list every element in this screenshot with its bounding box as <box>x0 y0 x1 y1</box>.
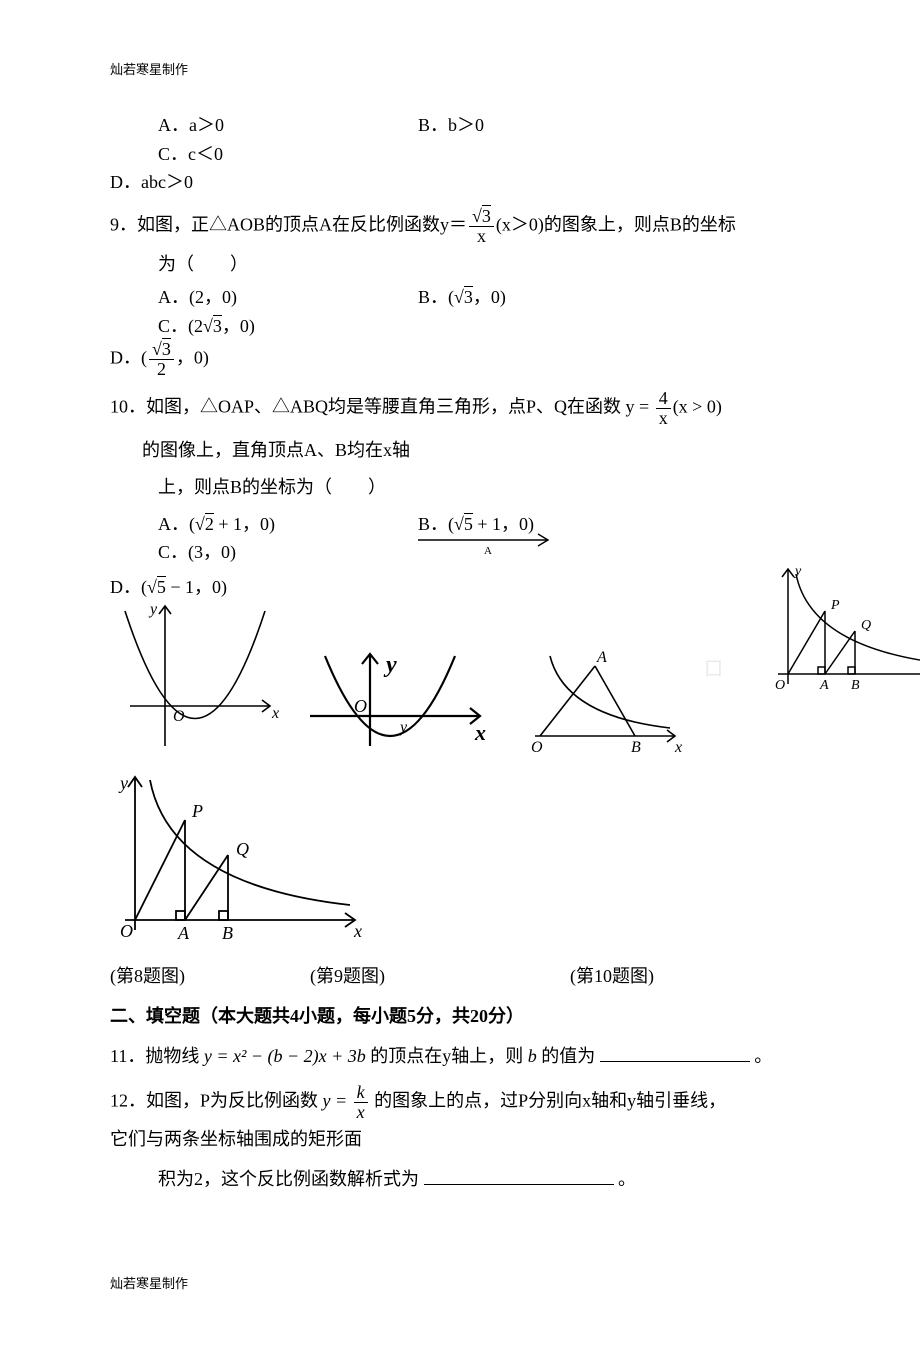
q10-choice-c: C．(3，0) <box>158 538 318 567</box>
svg-text:O: O <box>531 739 543 756</box>
svg-text:x: x <box>674 739 682 756</box>
arrow-icon: A <box>418 532 558 556</box>
svg-text:x: x <box>271 705 279 722</box>
svg-text:B: B <box>222 923 233 943</box>
q10-choice-a: A．(√2 + 1，0) <box>158 510 418 539</box>
svg-text:A: A <box>484 545 492 557</box>
q12-line2: 它们与两条坐标轴围成的矩形面 <box>110 1125 810 1154</box>
q8-choice-a: A．a＞0 <box>158 111 418 140</box>
q11-formula: y = x² − (b − 2)x + 3b <box>204 1046 366 1066</box>
q9-stem-pre: 9．如图，正△AOB的顶点A在反比例函数y＝ <box>110 215 467 235</box>
watermark-icon: 囗 <box>705 655 723 684</box>
svg-text:x: x <box>353 921 362 941</box>
q9-stem-2: 为（ ） <box>110 250 810 279</box>
svg-text:P: P <box>191 801 203 821</box>
caption-9: (第9题图) <box>310 962 570 991</box>
q8-choice-d: D．abc＞0 <box>110 168 810 197</box>
svg-text:B: B <box>851 678 860 693</box>
section-2-title: 二、填空题（本大题共4小题，每小题5分，共20分） <box>110 1002 810 1031</box>
svg-text:O: O <box>775 678 785 693</box>
q12-blank <box>424 1164 614 1185</box>
svg-text:A: A <box>596 649 607 666</box>
svg-text:P: P <box>830 598 840 613</box>
page-footer: 灿若寒星制作 <box>110 1274 810 1295</box>
figure-captions: (第8题图) (第9题图) (第10题图) <box>110 962 810 991</box>
q10-choice-b: B．(√5 + 1，0) A <box>418 510 658 539</box>
page-root: 灿若寒星制作 A．a＞0 B．b＞0 C．c＜0 D．abc＞0 9．如图，正△… <box>0 0 920 1355</box>
q11-blank <box>600 1041 750 1062</box>
q11: 11．抛物线 y = x² − (b − 2)x + 3b 的顶点在y轴上，则 … <box>110 1041 810 1071</box>
svg-text:O: O <box>354 696 367 716</box>
svg-text:O: O <box>173 708 185 725</box>
svg-text:Q: Q <box>861 618 871 633</box>
q8-choice-b: B．b＞0 <box>418 111 658 140</box>
caption-10: (第10题图) <box>570 962 654 991</box>
svg-text:y: y <box>118 773 128 793</box>
page-header: 灿若寒星制作 <box>110 60 810 81</box>
svg-text:A: A <box>819 678 829 693</box>
q9-stem: 9．如图，正△AOB的顶点A在反比例函数y＝√3x(x＞0)的图象上，则点B的坐… <box>110 207 810 246</box>
svg-text:Q: Q <box>236 839 249 859</box>
q12-line1: 12．如图，P为反比例函数 y = kx 的图象上的点，过P分别向x轴和y轴引垂… <box>110 1083 810 1122</box>
q10-choice-d-block: D．(√5 − 1，0) O x y <box>110 573 280 765</box>
q10-stem-pre: 10．如图，△OAP、△ABQ均是等腰直角三角形，点P、Q在函数 <box>110 397 626 417</box>
figure-small-hyperbola: O B x A <box>525 646 685 756</box>
q8-choice-c: C．c＜0 <box>158 140 318 169</box>
svg-text:A: A <box>177 923 190 943</box>
q9-choice-b: B．(√3，0) <box>418 283 658 312</box>
q12-line3: 积为2，这个反比例函数解析式为 。 <box>110 1164 810 1194</box>
q9-choices: A．(2，0) B．(√3，0) C．(2√3，0) D．(√32，0) <box>110 283 810 379</box>
q9-stem-post: (x＞0)的图象上，则点B的坐标 <box>496 215 736 235</box>
q12-frac: kx <box>354 1083 368 1122</box>
q10-choices-row1: A．(√2 + 1，0) B．(√5 + 1，0) A C．(3，0) <box>110 510 810 568</box>
svg-text:x: x <box>474 720 486 745</box>
caption-8: (第8题图) <box>110 962 310 991</box>
q10-stem: 10．如图，△OAP、△ABQ均是等腰直角三角形，点P、Q在函数 y = 4x(… <box>110 389 810 428</box>
figure-row: D．(√5 − 1，0) O x y <box>110 573 810 765</box>
q10-stem-3: 上，则点B的坐标为（ ） <box>110 473 810 502</box>
svg-text:O: O <box>120 921 133 941</box>
q8-choices: A．a＞0 B．b＞0 C．c＜0 D．abc＞0 <box>110 111 810 197</box>
figure-small-parabola: O x y y <box>300 646 490 756</box>
figure-parabola: O x y <box>110 596 280 756</box>
svg-text:y: y <box>148 601 158 618</box>
svg-text:B: B <box>631 739 641 756</box>
q9-frac: √3x <box>469 207 494 246</box>
figure-middle-stack: O x y y O B x A <box>300 646 685 765</box>
q10-stem-2: 的图像上，直角顶点A、B均在x轴 <box>110 436 810 465</box>
figure-right-small: O A B x y P Q <box>763 559 920 708</box>
q9-choice-a: A．(2，0) <box>158 283 418 312</box>
q9-choice-d: D．(√32，0) <box>110 340 810 379</box>
q9-choice-c: C．(2√3，0) <box>158 312 318 341</box>
figure-big-hyperbola: O A B x y P Q <box>110 765 810 954</box>
svg-text:y: y <box>398 719 408 736</box>
svg-text:y: y <box>383 652 397 678</box>
svg-text:y: y <box>793 564 802 579</box>
q10-frac: 4x <box>656 389 671 428</box>
